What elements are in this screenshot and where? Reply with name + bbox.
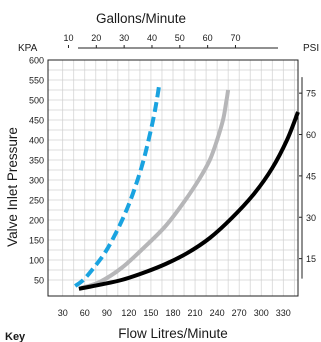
series-line-blue-dashed	[74, 85, 161, 288]
x-tick-label: 60	[80, 308, 90, 318]
y-tick-label: 100	[29, 256, 44, 266]
y-axis-title: Valve Inlet Pressure	[5, 127, 20, 247]
top-tick-label: 60	[203, 33, 213, 43]
y-tick-label: 550	[29, 76, 44, 86]
right-axis-ticks: 15 30 45 60 75	[299, 77, 316, 279]
right-tick-label: 60	[306, 130, 316, 140]
x-tick-label: 180	[165, 308, 180, 318]
x-tick-label: 120	[121, 308, 136, 318]
key-label: Key	[5, 331, 26, 342]
right-tick-label: 75	[306, 89, 316, 99]
x-tick-label: 240	[210, 308, 225, 318]
top-tick-label: 40	[147, 33, 157, 43]
x-axis-title: Flow Litres/Minute	[118, 326, 228, 341]
y-tick-label: 200	[29, 216, 44, 226]
x-tick-label: 210	[188, 308, 203, 318]
top-tick-label: 30	[119, 33, 129, 43]
series-line-black	[78, 111, 300, 291]
y-tick-label: 350	[29, 156, 44, 166]
right-tick-label: 15	[306, 254, 316, 264]
plot-frame	[47, 59, 299, 297]
x-tick-label: 270	[232, 308, 247, 318]
y-tick-label: 250	[29, 196, 44, 206]
left-axis-ticks: 50 100 150 200 250 300 350 400 450 500 550 600	[29, 56, 44, 286]
x-tick-label: 150	[143, 308, 158, 318]
bottom-axis-ticks: 30 60 90 120 150 180 210 240 270 300 330	[58, 308, 291, 318]
top-axis-title: Gallons/Minute	[96, 11, 186, 26]
top-tick-label: 20	[91, 33, 101, 43]
y-tick-label: 450	[29, 116, 44, 126]
top-tick-label: 10	[63, 33, 73, 43]
right-unit-label: PSI	[303, 43, 319, 54]
series-line-grey	[80, 89, 231, 290]
x-tick-label: 300	[254, 308, 269, 318]
top-axis-ticks: 10 20 30 40 50 60 70	[63, 33, 240, 48]
x-tick-label: 330	[276, 308, 291, 318]
x-tick-label: 90	[102, 308, 112, 318]
top-tick-label: 50	[175, 33, 185, 43]
series-layer	[74, 85, 300, 291]
top-tick-label: 70	[230, 33, 240, 43]
y-tick-label: 600	[29, 56, 44, 66]
left-unit-label: KPA	[18, 43, 38, 54]
y-tick-label: 150	[29, 236, 44, 246]
y-tick-label: 50	[34, 276, 44, 286]
right-tick-label: 45	[306, 171, 316, 181]
x-tick-label: 30	[58, 308, 68, 318]
y-tick-label: 400	[29, 136, 44, 146]
right-tick-label: 30	[306, 213, 316, 223]
y-tick-label: 500	[29, 96, 44, 106]
y-tick-label: 300	[29, 176, 44, 186]
